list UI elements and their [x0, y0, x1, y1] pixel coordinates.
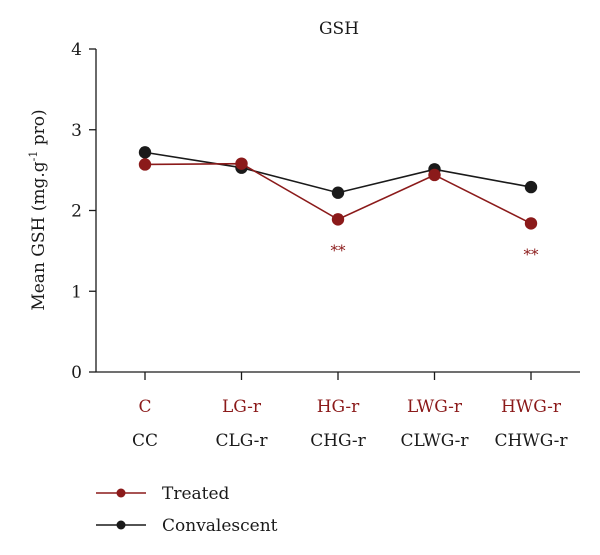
data-point-convalescent	[331, 186, 345, 199]
y-axis: 0 1 2 3 4	[71, 40, 97, 383]
x-tick-labels: C LG-r HG-r LWG-r HWG-rCC CLG-r CHG-r CLWG-r CHW…	[132, 397, 568, 451]
x-tick-label-treated: C	[138, 397, 151, 417]
x-tick-label-convalescent: CC	[132, 431, 158, 451]
significance-annotation: **	[524, 245, 540, 263]
y-tick-label: 2	[71, 202, 82, 222]
x-tick-label-convalescent: CLG-r	[215, 431, 268, 451]
data-point-treated	[235, 157, 248, 170]
data-point-treated	[331, 213, 345, 226]
y-tick-label: 4	[71, 40, 82, 60]
data-point-treated	[138, 158, 152, 171]
y-axis-label-superscript: -1	[27, 151, 40, 162]
y-tick-label: 0	[71, 363, 82, 383]
x-tick-label-convalescent: CHWG-r	[494, 431, 568, 451]
x-axis	[96, 371, 580, 380]
x-tick-label-treated: LWG-r	[407, 397, 463, 417]
x-tick-label-treated: HWG-r	[501, 397, 562, 417]
y-axis-label-main: Mean GSH (mg.g	[29, 161, 49, 310]
y-axis-label-tail: pro)	[29, 109, 49, 150]
x-tick-label-convalescent: CLWG-r	[400, 431, 469, 451]
data-point-convalescent	[138, 146, 152, 159]
data-point-treated	[428, 168, 441, 182]
y-axis-label: Mean GSH (mg.g-1 pro)	[27, 109, 49, 310]
y-tick-label: 1	[71, 282, 82, 302]
y-tick-label: 3	[71, 121, 82, 141]
data-point-treated	[524, 217, 538, 230]
series-layer: ** **	[138, 146, 540, 263]
significance-annotation: **	[331, 241, 347, 259]
legend-label: Convalescent	[162, 516, 278, 536]
legend: Treated Convalescent	[96, 484, 278, 536]
chart-title: GSH	[319, 19, 359, 39]
legend-label: Treated	[162, 484, 230, 504]
x-tick-label-treated: HG-r	[317, 397, 360, 417]
legend-marker	[116, 520, 126, 530]
data-point-convalescent	[524, 180, 538, 194]
x-tick-label-convalescent: CHG-r	[310, 431, 366, 451]
x-tick-label-treated: LG-r	[222, 397, 262, 417]
legend-marker	[116, 488, 126, 498]
